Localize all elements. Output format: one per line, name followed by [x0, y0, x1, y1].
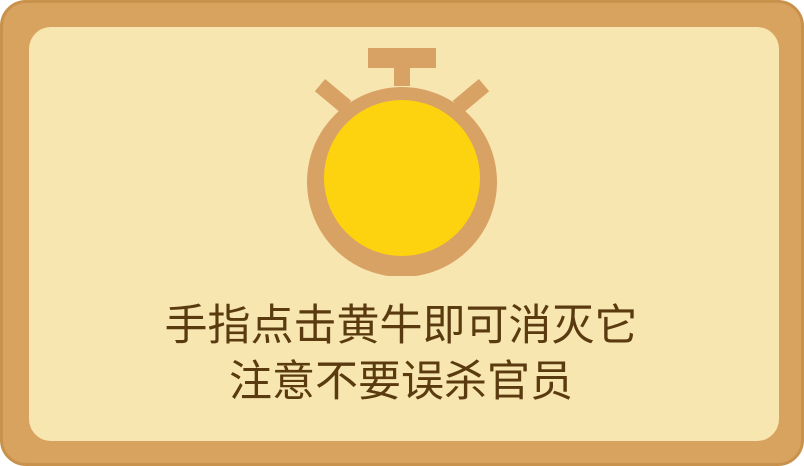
tutorial-message: 手指点击黄牛即可消灭它 注意不要误杀官员: [26, 298, 776, 410]
stopwatch-icon: [307, 48, 497, 276]
message-line-2: 注意不要误杀官员: [229, 357, 573, 407]
message-line-1: 手指点击黄牛即可消灭它: [164, 301, 638, 351]
